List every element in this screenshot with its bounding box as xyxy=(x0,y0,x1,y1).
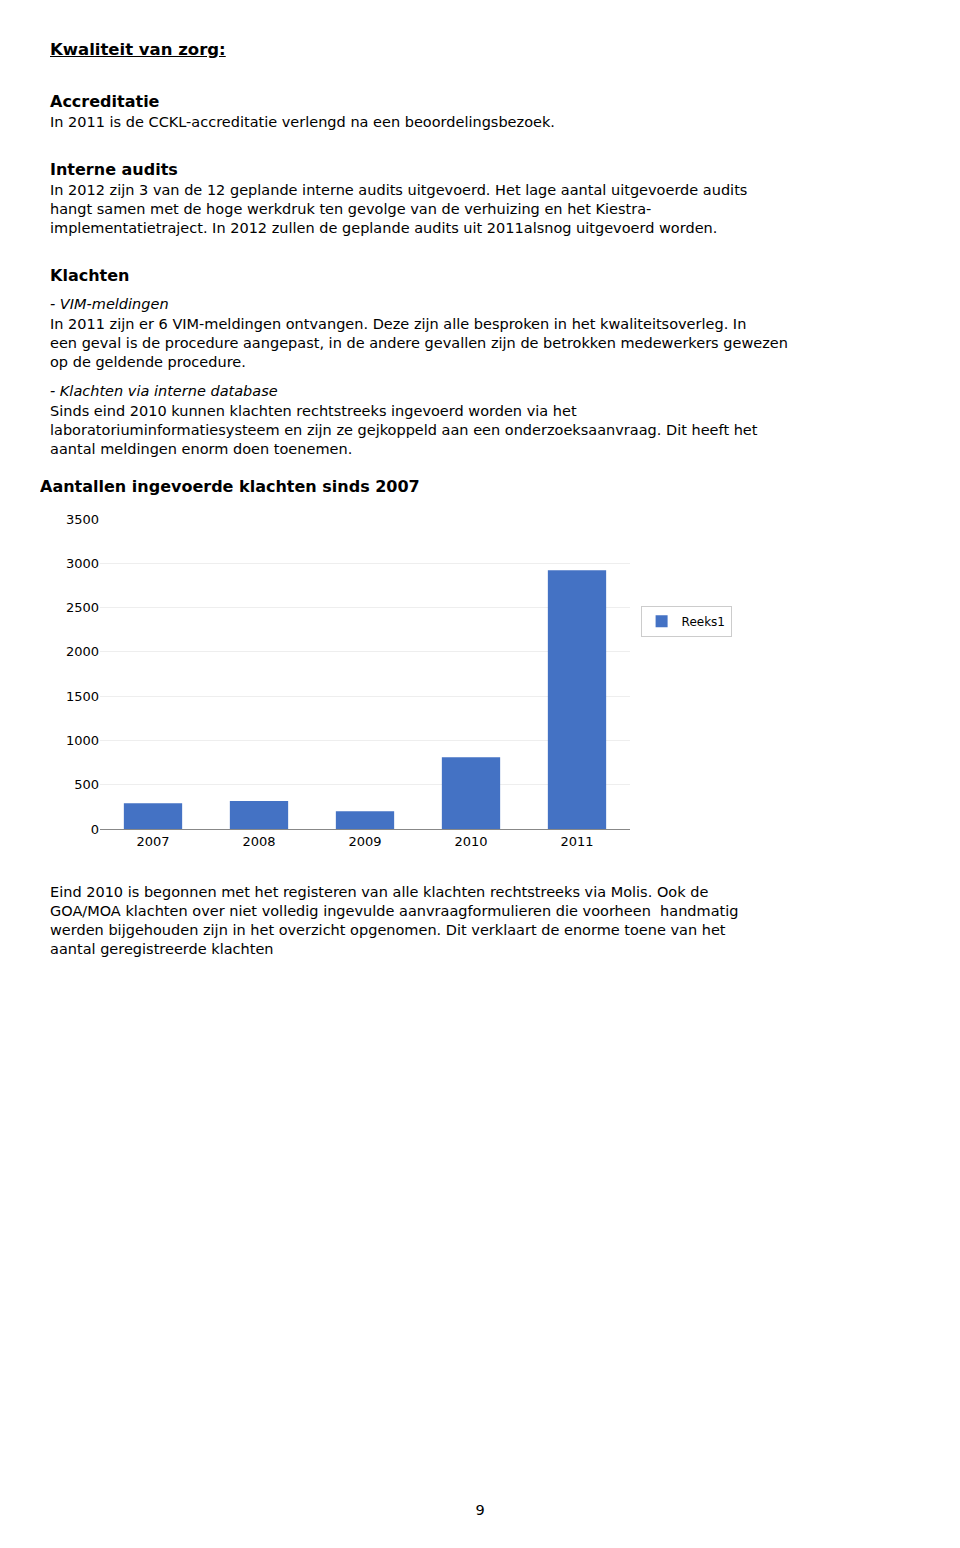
svg-text:0: 0 xyxy=(91,822,99,837)
svg-text:2008: 2008 xyxy=(242,834,275,849)
html-text:aantal meldingen enorm doen to: aantal meldingen enorm doen toenemen. xyxy=(50,441,353,457)
svg-text:2000: 2000 xyxy=(66,644,99,659)
html-text:aantal geregistreerde klachten: aantal geregistreerde klachten xyxy=(50,941,274,957)
svg-text:2500: 2500 xyxy=(66,600,99,615)
html-text:laboratoriuminformatiesysteem: laboratoriuminformatiesysteem en zijn ze… xyxy=(50,422,758,438)
html-text:op de geldende procedure.: op de geldende procedure. xyxy=(50,354,246,370)
html-text:Kwaliteit van zorg:: Kwaliteit van zorg: xyxy=(50,40,226,59)
html-text:Accreditatie: Accreditatie xyxy=(50,92,160,111)
svg-text:3500: 3500 xyxy=(66,512,99,527)
svg-text:2011: 2011 xyxy=(560,834,593,849)
svg-text:1000: 1000 xyxy=(66,733,99,748)
html-text:- Klachten via interne databas: - Klachten via interne database xyxy=(50,383,278,399)
html-text:implementatietraject. In 2012: implementatietraject. In 2012 zullen de … xyxy=(50,220,718,236)
svg-text:Reeks1: Reeks1 xyxy=(682,615,725,629)
html-text:9: 9 xyxy=(475,1502,485,1518)
html-text:In 2011 zijn er 6 VIM-meldinge: In 2011 zijn er 6 VIM-meldingen ontvange… xyxy=(50,316,747,332)
html-text:Klachten: Klachten xyxy=(50,266,130,285)
html-text:- VIM-meldingen: - VIM-meldingen xyxy=(50,296,169,312)
html-text:hangt samen met de hoge werkdr: hangt samen met de hoge werkdruk ten gev… xyxy=(50,201,652,217)
svg-text:500: 500 xyxy=(74,777,99,792)
svg-text:Aantallen ingevoerde klachten: Aantallen ingevoerde klachten sinds 2007 xyxy=(40,477,420,496)
html-text:werden bijgehouden zijn in het: werden bijgehouden zijn in het overzicht… xyxy=(50,922,726,938)
svg-text:2010: 2010 xyxy=(454,834,487,849)
html-text:Interne audits: Interne audits xyxy=(50,160,178,179)
html-text:GOA/MOA klachten over niet vol: GOA/MOA klachten over niet volledig inge… xyxy=(50,903,739,919)
svg-text:2007: 2007 xyxy=(136,834,169,849)
html-text:een geval is de procedure aang: een geval is de procedure aangepast, in … xyxy=(50,335,788,351)
html-text:Eind 2010 is begonnen met het: Eind 2010 is begonnen met het registeren… xyxy=(50,884,709,900)
svg-text:2009: 2009 xyxy=(348,834,381,849)
svg-text:1500: 1500 xyxy=(66,689,99,704)
html-text:In 2012 zijn 3 van de 12 gepla: In 2012 zijn 3 van de 12 geplande intern… xyxy=(50,182,748,198)
html-text:In 2011 is de CCKL-accreditati: In 2011 is de CCKL-accreditatie verlengd… xyxy=(50,114,555,130)
svg-text:3000: 3000 xyxy=(66,556,99,571)
html-text:Sinds eind 2010 kunnen klachte: Sinds eind 2010 kunnen klachten rechtstr… xyxy=(50,403,577,419)
